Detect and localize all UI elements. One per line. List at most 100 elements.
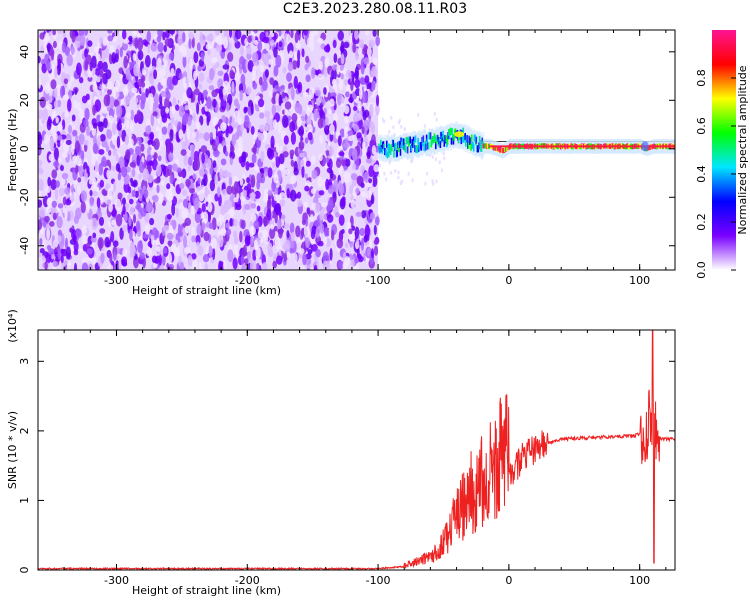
noise-cell (164, 97, 170, 111)
noise-cell (188, 31, 194, 41)
signal-cell (395, 143, 397, 151)
y-tick-label: 0 (18, 567, 31, 574)
noise-cell (189, 187, 195, 194)
noise-cell (258, 76, 263, 86)
noise-cell (443, 156, 446, 161)
noise-cell (86, 125, 90, 137)
noise-cell (158, 128, 163, 140)
noise-cell (41, 118, 45, 124)
signal-cell (452, 137, 455, 145)
noise-cell (120, 98, 125, 106)
noise-cell (347, 130, 354, 136)
y-tick-label: 2 (18, 427, 31, 434)
noise-cell (287, 61, 294, 72)
noise-cell (46, 44, 51, 53)
noise-cell (166, 213, 172, 220)
noise-cell (201, 203, 206, 213)
noise-cell (267, 189, 273, 196)
signal-cell (481, 137, 484, 145)
noise-cell (373, 245, 379, 256)
noise-cell (71, 228, 77, 241)
noise-cell (107, 264, 114, 270)
noise-cell (104, 46, 109, 59)
noise-cell (207, 202, 213, 213)
noise-cell (246, 52, 252, 60)
noise-cell (52, 212, 57, 221)
noise-cell (101, 107, 108, 114)
noise-cell (182, 92, 188, 105)
noise-cell (317, 118, 324, 129)
noise-cell (107, 88, 112, 95)
noise-cell (193, 51, 199, 64)
noise-cell (64, 237, 69, 251)
noise-cell (246, 177, 250, 184)
noise-cell (362, 111, 367, 121)
signal-cell (451, 128, 453, 136)
noise-cell (39, 96, 46, 108)
noise-cell (356, 239, 360, 247)
x-tick-label: 0 (505, 274, 512, 287)
noise-cell (187, 164, 191, 172)
signal-cell (479, 139, 482, 147)
noise-cell (244, 235, 251, 247)
noise-cell (98, 162, 104, 176)
noise-cell (271, 104, 277, 116)
noise-cell (360, 61, 365, 75)
noise-cell (311, 169, 318, 180)
noise-cell (141, 75, 146, 83)
noise-cell (264, 130, 268, 138)
noise-cell (217, 186, 221, 198)
noise-cell (225, 126, 229, 136)
noise-cell (97, 60, 104, 70)
colorbar-tick-label: 0.2 (695, 213, 708, 231)
noise-cell (217, 234, 224, 248)
signal-cell (413, 140, 415, 148)
noise-cell (89, 189, 93, 197)
noise-cell (217, 143, 223, 153)
signal-cell (385, 140, 388, 148)
noise-cell (111, 134, 119, 146)
noise-cell (102, 72, 108, 85)
noise-cell (201, 152, 205, 164)
noise-cell (152, 111, 158, 117)
noise-cell (425, 171, 429, 176)
noise-cell (323, 227, 330, 237)
noise-cell (234, 30, 242, 40)
noise-cell (368, 165, 375, 178)
noise-cell (407, 171, 410, 176)
noise-cell (382, 119, 386, 124)
noise-cell (344, 79, 348, 86)
noise-cell (215, 61, 220, 69)
noise-cell (128, 198, 134, 205)
noise-cell (359, 87, 363, 100)
noise-cell (335, 158, 342, 169)
noise-cell (193, 88, 200, 96)
noise-cell (290, 131, 296, 145)
noise-cell (299, 152, 305, 158)
noise-cell (215, 44, 223, 53)
noise-cell (184, 217, 192, 227)
noise-cell (278, 94, 282, 107)
noise-cell (66, 54, 73, 67)
noise-cell (309, 214, 314, 223)
signal-cell (442, 130, 444, 138)
noise-cell (182, 55, 187, 68)
noise-cell (330, 230, 335, 241)
noise-cell (353, 124, 360, 132)
colorbar-gradient (712, 30, 736, 270)
x-tick-label: 100 (629, 274, 650, 287)
signal-cell (457, 136, 460, 144)
noise-cell (134, 145, 142, 156)
signal-cell (429, 132, 432, 140)
noise-cell (119, 227, 124, 240)
noise-cell (66, 261, 72, 267)
noise-cell (160, 77, 167, 86)
noise-cell (197, 245, 204, 256)
noise-cell (270, 223, 275, 230)
noise-cell (92, 122, 97, 129)
noise-cell (253, 220, 260, 229)
noise-cell (308, 31, 315, 41)
noise-cell (65, 139, 72, 146)
noise-cell (158, 254, 163, 266)
noise-cell (134, 37, 139, 49)
